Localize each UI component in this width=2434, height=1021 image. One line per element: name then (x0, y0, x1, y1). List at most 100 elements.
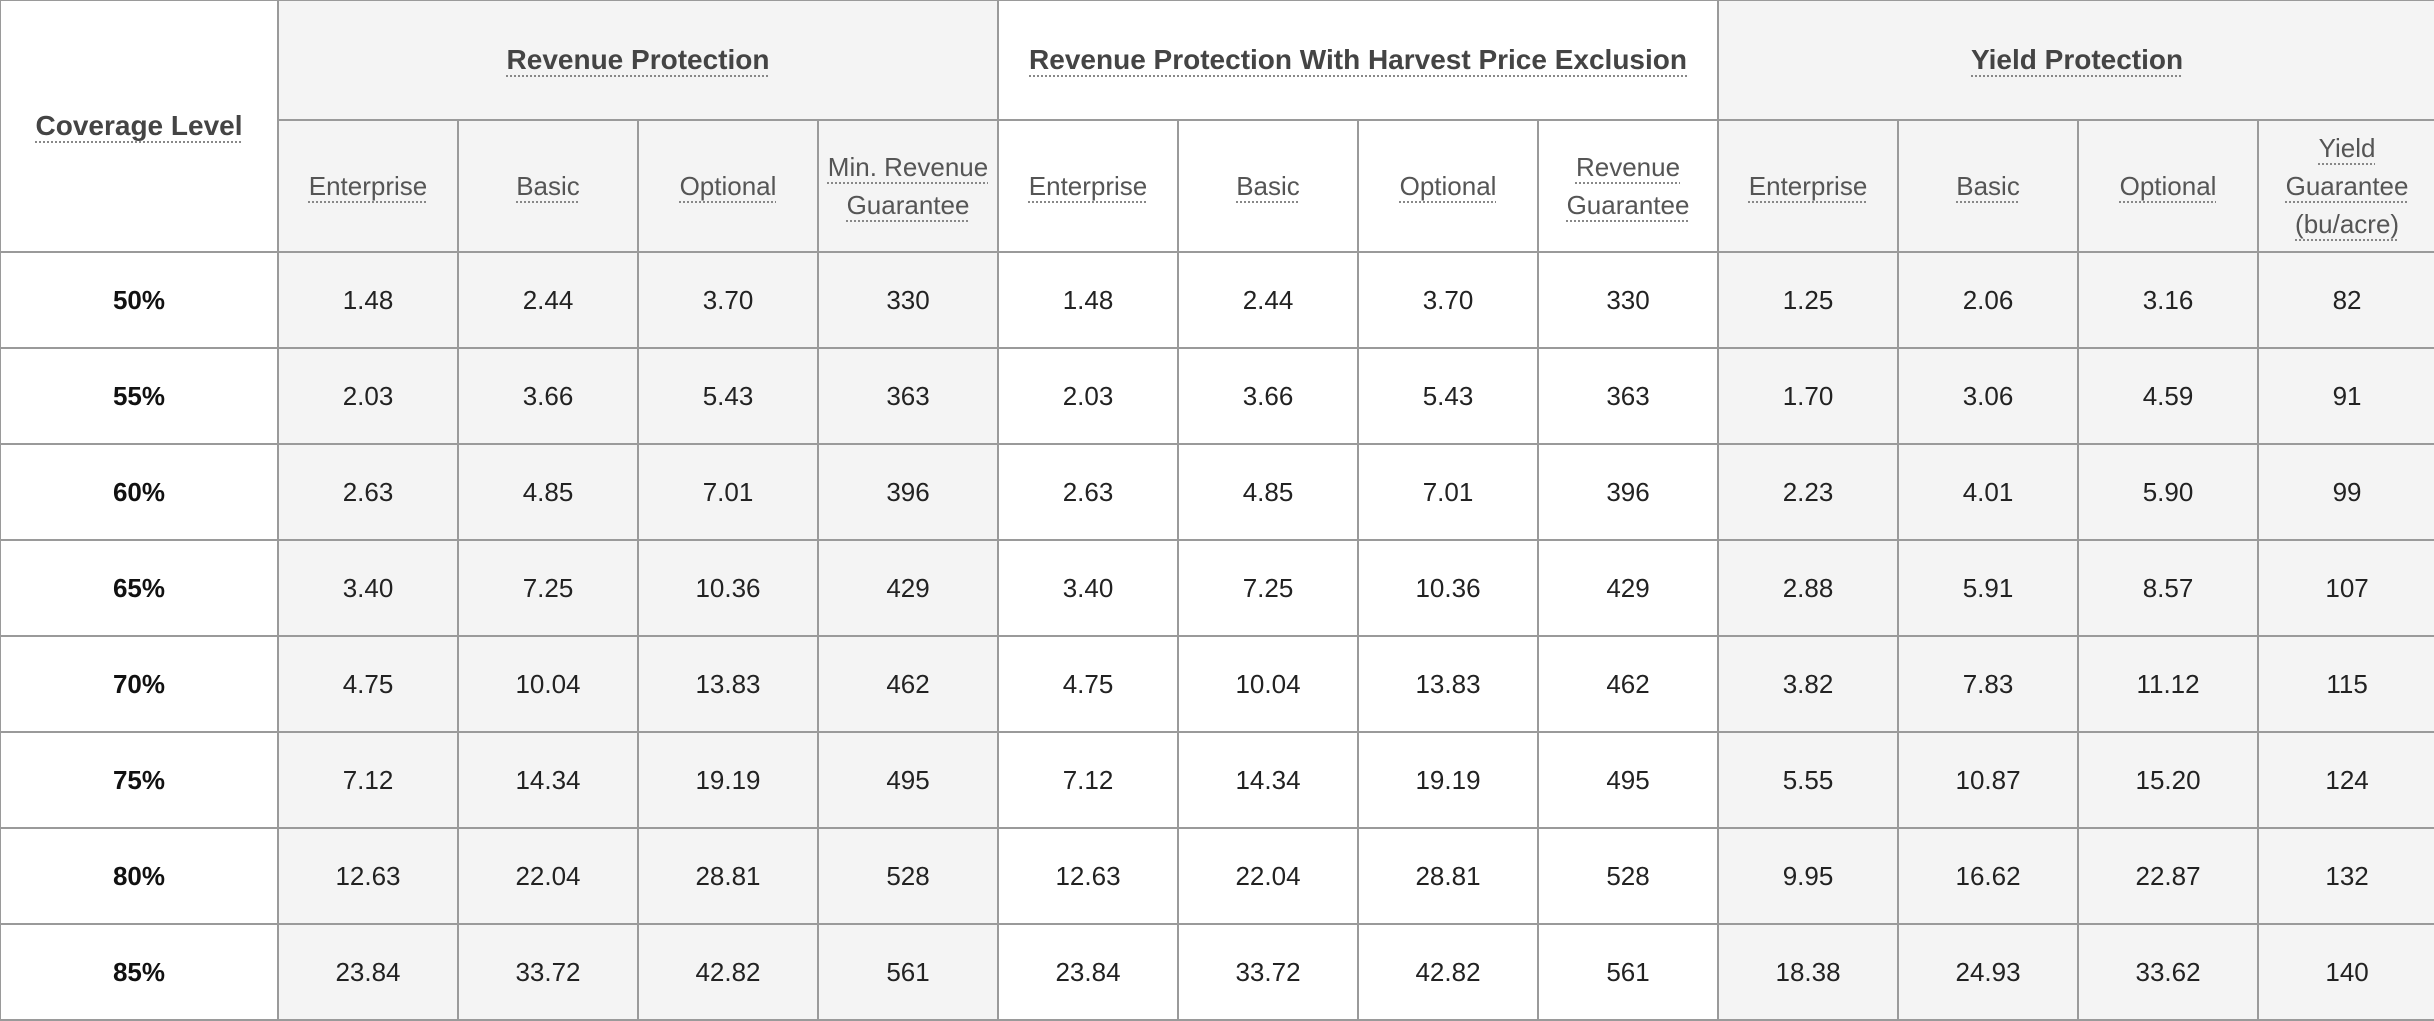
subhead-yp-basic[interactable]: Basic (1897, 119, 2080, 253)
value-cell: 42.82 (1357, 923, 1540, 1021)
coverage-level-cell: 65% (0, 539, 279, 637)
group-label: Yield Protection (1971, 44, 2184, 75)
value-cell: 23.84 (277, 923, 459, 1021)
value-cell: 33.62 (2077, 923, 2260, 1021)
table-row: 75% 7.12 14.34 19.19 495 7.12 14.34 19.19 495 5.5… (0, 731, 2434, 829)
value-cell: 3.40 (997, 539, 1180, 637)
subhead-label: Basic (1236, 171, 1300, 201)
value-cell: 4.75 (997, 635, 1180, 733)
table-row: 85% 23.84 33.72 42.82 561 23.84 33.72 42.82 561 1… (0, 923, 2434, 1021)
revenue-protection-header[interactable]: Revenue Protection (276, 0, 1000, 121)
subhead-rp-enterprise[interactable]: Enterprise (277, 119, 459, 253)
value-cell: 3.06 (1897, 347, 2080, 445)
subhead-rp-min-revenue-guarantee[interactable]: Min. Revenue Guarantee (816, 119, 1000, 253)
value-cell: 23.84 (997, 923, 1180, 1021)
value-cell: 528 (816, 827, 1000, 925)
value-cell: 7.01 (637, 443, 819, 541)
value-cell: 3.70 (1357, 251, 1540, 349)
subhead-label: Min. Revenue Guarantee (827, 152, 989, 220)
subhead-rp-optional[interactable]: Optional (637, 119, 819, 253)
value-cell: 22.04 (457, 827, 639, 925)
value-cell: 2.44 (457, 251, 639, 349)
value-cell: 495 (816, 731, 1000, 829)
subhead-yp-enterprise[interactable]: Enterprise (1717, 119, 1900, 253)
coverage-level-cell: 70% (0, 635, 279, 733)
value-cell: 19.19 (1357, 731, 1540, 829)
value-cell: 91 (2257, 347, 2434, 445)
value-cell: 7.83 (1897, 635, 2080, 733)
value-cell: 2.88 (1717, 539, 1900, 637)
subhead-label: Enterprise (1028, 171, 1148, 201)
value-cell: 8.57 (2077, 539, 2260, 637)
value-cell: 4.59 (2077, 347, 2260, 445)
value-cell: 132 (2257, 827, 2434, 925)
table-row: 70% 4.75 10.04 13.83 462 4.75 10.04 13.83 462 3.8… (0, 635, 2434, 733)
value-cell: 3.40 (277, 539, 459, 637)
value-cell: 82 (2257, 251, 2434, 349)
subhead-hpe-enterprise[interactable]: Enterprise (997, 119, 1180, 253)
value-cell: 7.12 (997, 731, 1180, 829)
value-cell: 2.23 (1717, 443, 1900, 541)
table-row: 55% 2.03 3.66 5.43 363 2.03 3.66 5.43 363 1.70 3.0… (0, 347, 2434, 445)
value-cell: 462 (1537, 635, 1720, 733)
value-cell: 7.25 (1177, 539, 1360, 637)
value-cell: 4.75 (277, 635, 459, 733)
value-cell: 15.20 (2077, 731, 2260, 829)
value-cell: 1.70 (1717, 347, 1900, 445)
coverage-level-cell: 50% (0, 251, 279, 349)
subhead-hpe-optional[interactable]: Optional (1357, 119, 1540, 253)
group-label: Revenue Protection (506, 44, 770, 75)
value-cell: 16.62 (1897, 827, 2080, 925)
value-cell: 2.63 (277, 443, 459, 541)
value-cell: 2.03 (997, 347, 1180, 445)
value-cell: 330 (1537, 251, 1720, 349)
rp-hpe-header[interactable]: Revenue Protection With Harvest Price Ex… (997, 0, 1720, 121)
subhead-label: Basic (516, 171, 580, 201)
value-cell: 22.04 (1177, 827, 1360, 925)
value-cell: 19.19 (637, 731, 819, 829)
value-cell: 561 (1537, 923, 1720, 1021)
value-cell: 495 (1537, 731, 1720, 829)
value-cell: 11.12 (2077, 635, 2260, 733)
value-cell: 10.87 (1897, 731, 2080, 829)
value-cell: 396 (816, 443, 1000, 541)
subhead-hpe-revenue-guarantee[interactable]: Revenue Guarantee (1537, 119, 1720, 253)
value-cell: 363 (816, 347, 1000, 445)
subhead-label: Optional (2119, 171, 2217, 201)
value-cell: 4.85 (1177, 443, 1360, 541)
value-cell: 107 (2257, 539, 2434, 637)
coverage-level-cell: 55% (0, 347, 279, 445)
coverage-level-cell: 60% (0, 443, 279, 541)
value-cell: 124 (2257, 731, 2434, 829)
table-row: 50% 1.48 2.44 3.70 330 1.48 2.44 3.70 330 1.25 2.0… (0, 251, 2434, 349)
value-cell: 13.83 (637, 635, 819, 733)
value-cell: 1.48 (997, 251, 1180, 349)
value-cell: 2.63 (997, 443, 1180, 541)
coverage-level-header[interactable]: Coverage Level (0, 0, 279, 253)
value-cell: 5.43 (1357, 347, 1540, 445)
subhead-yp-yield-guarantee[interactable]: Yield Guarantee (bu/acre) (2257, 119, 2434, 253)
subhead-label: Optional (679, 171, 777, 201)
value-cell: 14.34 (1177, 731, 1360, 829)
coverage-level-cell: 85% (0, 923, 279, 1021)
value-cell: 462 (816, 635, 1000, 733)
value-cell: 5.90 (2077, 443, 2260, 541)
value-cell: 561 (816, 923, 1000, 1021)
value-cell: 396 (1537, 443, 1720, 541)
table-row: 60% 2.63 4.85 7.01 396 2.63 4.85 7.01 396 2.23 4.0… (0, 443, 2434, 541)
table-row: 80% 12.63 22.04 28.81 528 12.63 22.04 28.81 528 9… (0, 827, 2434, 925)
value-cell: 7.25 (457, 539, 639, 637)
yield-protection-header[interactable]: Yield Protection (1717, 0, 2434, 121)
subhead-label: Enterprise (308, 171, 428, 201)
subhead-yp-optional[interactable]: Optional (2077, 119, 2260, 253)
value-cell: 10.36 (1357, 539, 1540, 637)
value-cell: 363 (1537, 347, 1720, 445)
value-cell: 10.36 (637, 539, 819, 637)
value-cell: 33.72 (1177, 923, 1360, 1021)
value-cell: 12.63 (277, 827, 459, 925)
subhead-hpe-basic[interactable]: Basic (1177, 119, 1360, 253)
value-cell: 3.82 (1717, 635, 1900, 733)
table-row: 65% 3.40 7.25 10.36 429 3.40 7.25 10.36 429 2.88 5… (0, 539, 2434, 637)
subhead-rp-basic[interactable]: Basic (457, 119, 639, 253)
